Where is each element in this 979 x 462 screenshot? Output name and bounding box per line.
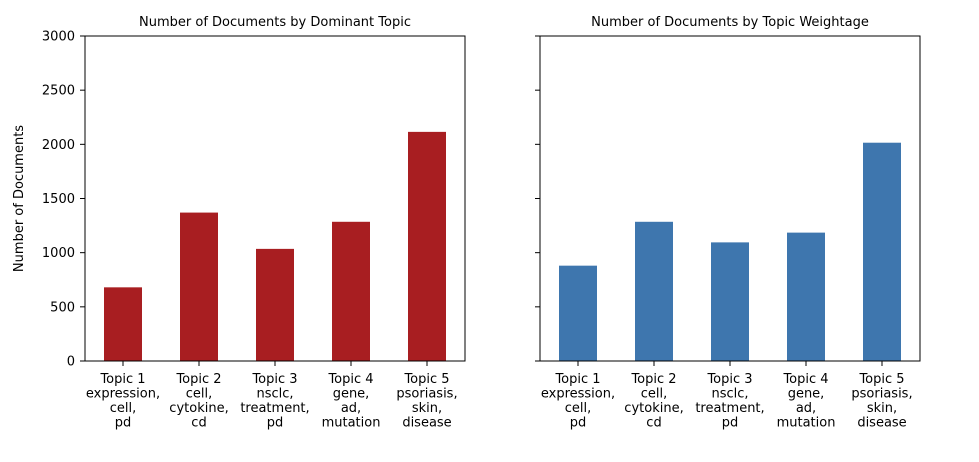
chart-title: Number of Documents by Topic Weightage [591,15,869,30]
bar-topic-3 [711,242,749,361]
y-tick-label: 2500 [42,84,75,99]
bar-topic-5 [863,142,901,361]
bar-topic-5 [408,131,446,361]
y-axis-label: Number of Documents [12,125,27,272]
x-tick-label: Topic 1 expression, cell, pd [86,372,160,431]
x-tick-label: Topic 1 expression, cell, pd [541,372,615,431]
bar-topic-1 [559,265,597,361]
y-tick-label: 3000 [42,30,75,45]
x-tick-label: Topic 2 cell, cytokine, cd [169,372,228,431]
y-tick-label: 1000 [42,246,75,261]
y-tick-label: 1500 [42,192,75,207]
y-tick-label: 500 [50,300,75,315]
bar-topic-4 [787,232,825,361]
bar-topic-3 [256,248,294,361]
chart-topic-weightage: Number of Documents by Topic Weightage T… [535,15,921,431]
bar-topic-2 [180,212,218,361]
x-tick-label: Topic 3 nsclc, treatment, pd [240,372,309,431]
x-tick-label: Topic 2 cell, cytokine, cd [624,372,683,431]
y-tick-label: 0 [67,355,75,370]
bar-topic-4 [332,221,370,361]
x-tick-label: Topic 5 psoriasis, skin, disease [396,372,457,431]
x-tick-label: Topic 5 psoriasis, skin, disease [851,372,912,431]
x-tick-label: Topic 3 nsclc, treatment, pd [695,372,764,431]
bar-topic-2 [635,221,673,361]
y-tick-label: 2000 [42,138,75,153]
chart-dominant-topic: Number of Documents by Dominant Topic Nu… [12,15,466,431]
x-tick-label: Topic 4 gene, ad, mutation [322,372,381,431]
bar-topic-1 [104,287,142,361]
x-tick-label: Topic 4 gene, ad, mutation [777,372,836,431]
chart-title: Number of Documents by Dominant Topic [139,15,411,30]
